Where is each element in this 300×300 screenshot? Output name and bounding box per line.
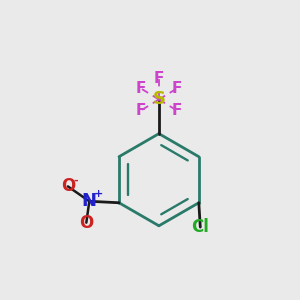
- Text: F: F: [172, 81, 182, 96]
- Text: S: S: [152, 91, 165, 109]
- Text: O: O: [79, 214, 93, 232]
- Text: O: O: [61, 177, 75, 195]
- Text: F: F: [136, 103, 146, 118]
- Text: F: F: [172, 103, 182, 118]
- Text: -: -: [74, 176, 78, 185]
- Text: F: F: [154, 70, 164, 86]
- Text: Cl: Cl: [191, 218, 209, 236]
- Text: +: +: [94, 189, 103, 199]
- Text: F: F: [136, 81, 146, 96]
- Text: N: N: [82, 192, 97, 210]
